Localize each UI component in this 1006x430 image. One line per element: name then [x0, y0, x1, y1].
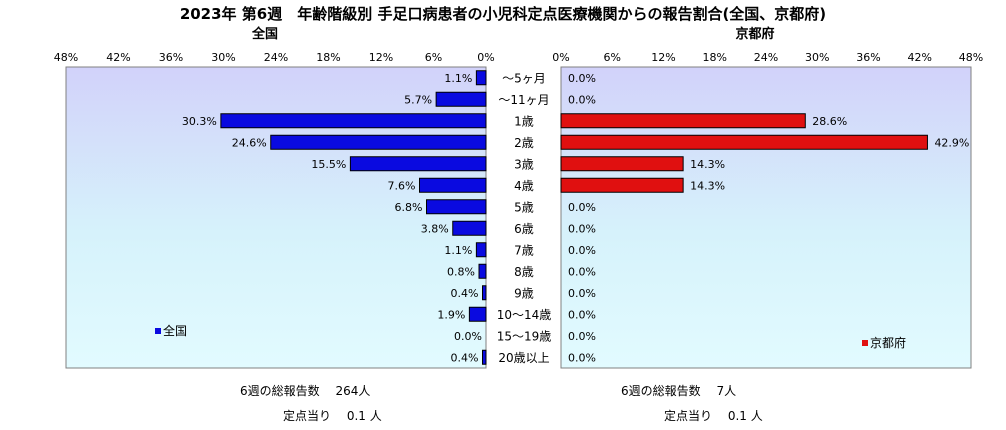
category-label: 1歳: [514, 114, 534, 128]
data-label-kyoto: 28.6%: [812, 115, 847, 128]
data-label-kyoto: 0.0%: [568, 72, 596, 85]
footer-total-national: 6週の総報告数 264人: [240, 383, 370, 398]
bar-national: [426, 199, 487, 215]
category-label: 5歳: [514, 200, 534, 214]
left-tick-label: 24%: [264, 51, 288, 64]
bar-national: [435, 91, 487, 107]
bar-kyoto: [560, 134, 928, 150]
category-label: 20歳以上: [498, 351, 549, 365]
chart-title: 2023年 第6週 年齢階級別 手足口病患者の小児科定点医療機関からの報告割合(…: [180, 5, 826, 23]
data-label-national: 1.1%: [444, 244, 472, 257]
right-tick-label: 30%: [805, 51, 829, 64]
left-tick-label: 48%: [54, 51, 78, 64]
data-label-national: 5.7%: [404, 93, 432, 106]
bar-national: [475, 242, 487, 258]
data-label-kyoto: 0.0%: [568, 265, 596, 278]
bar-kyoto: [560, 177, 684, 193]
legend-label-national: 全国: [163, 323, 187, 338]
data-label-kyoto: 0.0%: [568, 201, 596, 214]
bar-national: [478, 263, 487, 279]
data-label-kyoto: 0.0%: [568, 93, 596, 106]
left-plot-area: [65, 66, 487, 369]
data-label-national: 24.6%: [232, 136, 267, 149]
right-subtitle: 京都府: [735, 26, 774, 42]
data-label-national: 1.9%: [437, 308, 465, 321]
category-label: 2歳: [514, 136, 534, 150]
left-tick-label: 36%: [159, 51, 183, 64]
category-label: ～5ヶ月: [502, 71, 546, 85]
data-label-kyoto: 0.0%: [568, 351, 596, 364]
left-tick-label: 30%: [211, 51, 235, 64]
right-tick-label: 12%: [651, 51, 675, 64]
data-label-kyoto: 0.0%: [568, 287, 596, 300]
bar-national: [349, 156, 487, 172]
left-subtitle: 全国: [251, 26, 278, 42]
right-tick-label: 18%: [703, 51, 727, 64]
data-label-kyoto: 14.3%: [690, 158, 725, 171]
left-tick-label: 0%: [477, 51, 494, 64]
data-label-kyoto: 42.9%: [934, 136, 969, 149]
left-tick-label: 42%: [106, 51, 130, 64]
data-label-kyoto: 14.3%: [690, 179, 725, 192]
legend-swatch-kyoto: [862, 340, 868, 346]
bar-kyoto: [560, 113, 806, 129]
category-label: 10～14歳: [497, 308, 552, 322]
right-tick-label: 42%: [908, 51, 932, 64]
bar-national: [220, 113, 487, 129]
left-tick-label: 12%: [369, 51, 393, 64]
data-label-kyoto: 0.0%: [568, 222, 596, 235]
right-tick-label: 24%: [754, 51, 778, 64]
data-label-kyoto: 0.0%: [568, 244, 596, 257]
bar-national: [468, 306, 487, 322]
data-label-national: 0.0%: [454, 330, 482, 343]
data-label-national: 15.5%: [311, 158, 346, 171]
category-label: 7歳: [514, 243, 534, 257]
data-label-national: 7.6%: [388, 179, 416, 192]
right-tick-label: 6%: [604, 51, 621, 64]
category-label: 8歳: [514, 265, 534, 279]
data-label-national: 0.8%: [447, 265, 475, 278]
bar-national: [475, 70, 487, 86]
data-label-national: 30.3%: [182, 115, 217, 128]
left-tick-label: 18%: [316, 51, 340, 64]
bar-national: [482, 349, 487, 365]
data-label-kyoto: 0.0%: [568, 330, 596, 343]
data-label-national: 1.1%: [444, 72, 472, 85]
data-label-national: 6.8%: [395, 201, 423, 214]
data-label-national: 0.4%: [451, 287, 479, 300]
legend-label-kyoto: 京都府: [870, 335, 906, 350]
bar-kyoto: [560, 156, 684, 172]
data-label-national: 0.4%: [451, 351, 479, 364]
footer-total-kyoto: 6週の総報告数 7人: [621, 383, 736, 398]
bar-national: [419, 177, 487, 193]
legend-swatch-national: [155, 328, 161, 334]
data-label-national: 3.8%: [421, 222, 449, 235]
category-label: 3歳: [514, 157, 534, 171]
footer-per-site-kyoto: 定点当り 0.1 人: [664, 408, 763, 423]
category-label: 9歳: [514, 286, 534, 300]
left-tick-label: 6%: [425, 51, 442, 64]
bar-national: [482, 285, 487, 301]
bar-national: [452, 220, 487, 236]
right-tick-label: 0%: [552, 51, 569, 64]
right-plot-area: [560, 66, 972, 369]
right-tick-label: 36%: [856, 51, 880, 64]
bar-national: [270, 134, 487, 150]
data-label-kyoto: 0.0%: [568, 308, 596, 321]
category-label: 6歳: [514, 222, 534, 236]
category-label: ～11ヶ月: [498, 93, 549, 107]
right-tick-label: 48%: [959, 51, 983, 64]
footer-per-site-national: 定点当り 0.1 人: [283, 408, 382, 423]
category-label: 4歳: [514, 179, 534, 193]
category-label: 15～19歳: [497, 329, 552, 343]
